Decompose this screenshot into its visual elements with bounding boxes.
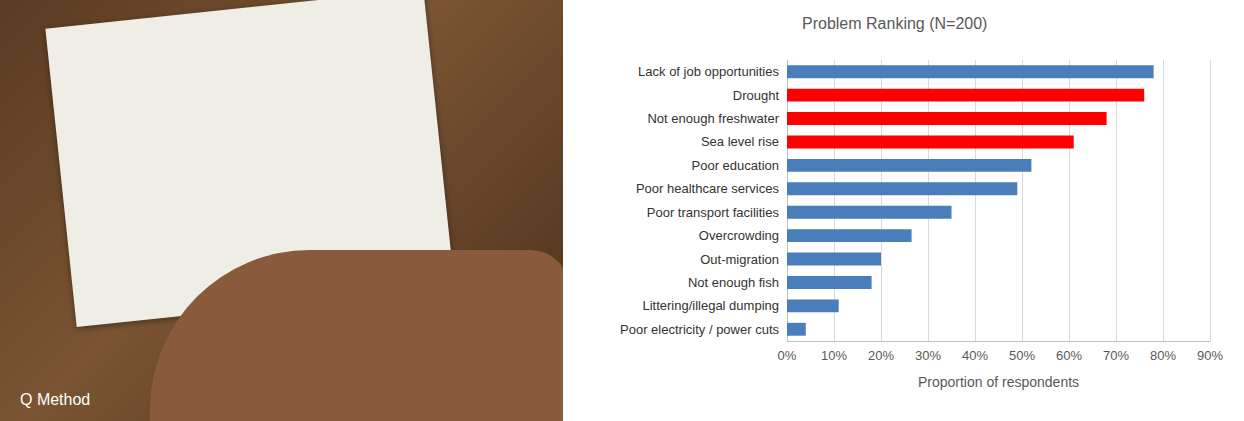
svg-text:Problem Ranking (N=200): Problem Ranking (N=200)	[802, 15, 987, 32]
svg-text:60%: 60%	[1056, 348, 1082, 363]
svg-text:Poor healthcare services: Poor healthcare services	[636, 181, 780, 196]
svg-text:Drought: Drought	[733, 88, 780, 103]
svg-text:Poor transport facilities: Poor transport facilities	[647, 205, 780, 220]
svg-text:Poor education: Poor education	[692, 158, 779, 173]
svg-text:Poor electricity / power cuts: Poor electricity / power cuts	[620, 322, 779, 337]
svg-text:Sea level rise: Sea level rise	[701, 134, 779, 149]
svg-text:Not enough freshwater: Not enough freshwater	[647, 111, 779, 126]
svg-text:0%: 0%	[778, 348, 797, 363]
svg-text:90%: 90%	[1197, 348, 1223, 363]
svg-text:20%: 20%	[868, 348, 894, 363]
svg-text:Overcrowding: Overcrowding	[699, 228, 779, 243]
svg-text:40%: 40%	[962, 348, 988, 363]
html-text:Q Method: Q Method	[20, 391, 91, 408]
svg-text:Not enough fish: Not enough fish	[688, 275, 779, 290]
svg-text:Lack of job opportunities: Lack of job opportunities	[638, 64, 779, 79]
svg-text:Littering/illegal dumping: Littering/illegal dumping	[642, 298, 779, 313]
svg-text:50%: 50%	[1009, 348, 1035, 363]
svg-text:Proportion of respondents: Proportion of respondents	[918, 374, 1079, 390]
svg-text:70%: 70%	[1103, 348, 1129, 363]
svg-text:Out-migration: Out-migration	[700, 252, 779, 267]
svg-text:80%: 80%	[1150, 348, 1176, 363]
svg-text:10%: 10%	[821, 348, 847, 363]
svg-text:30%: 30%	[915, 348, 941, 363]
